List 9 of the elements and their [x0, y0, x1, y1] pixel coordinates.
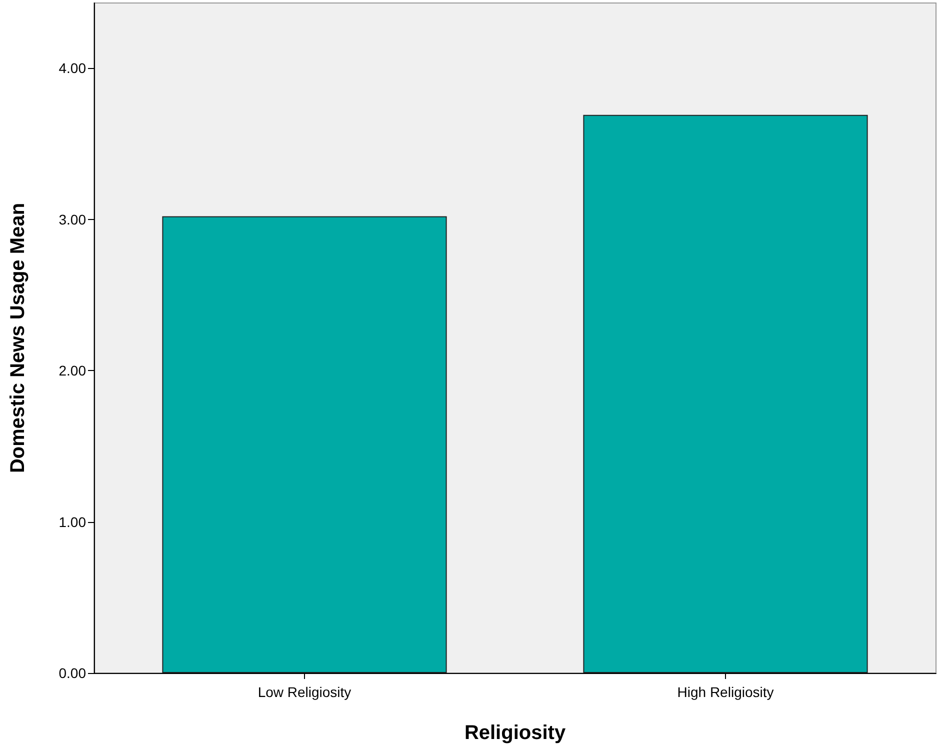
y-tick-label: 0.00 [58, 665, 86, 681]
x-axis-title: Religiosity [464, 722, 566, 744]
y-tick-label: 3.00 [58, 211, 86, 228]
y-tick-label: 2.00 [58, 362, 86, 379]
x-tick-label: High Religiosity [677, 684, 774, 700]
x-tick-label: Low Religiosity [258, 684, 352, 700]
y-tick-label: 4.00 [58, 60, 86, 76]
y-tick-label: 1.00 [58, 514, 86, 530]
y-axis-title: Domestic News Usage Mean [7, 202, 29, 474]
